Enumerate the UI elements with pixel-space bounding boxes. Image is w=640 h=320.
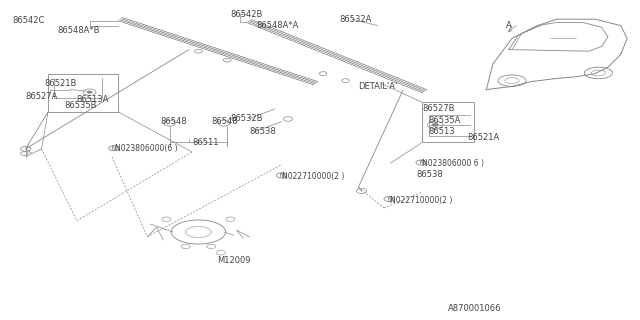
Circle shape	[87, 91, 92, 93]
Text: M12009: M12009	[218, 256, 251, 265]
Text: 86548: 86548	[160, 117, 187, 126]
Text: N: N	[419, 160, 423, 165]
Text: 86542C: 86542C	[12, 16, 45, 25]
Text: 86521B: 86521B	[45, 79, 77, 88]
Text: N: N	[280, 173, 284, 178]
Text: 86538: 86538	[416, 170, 443, 179]
Text: 86538: 86538	[250, 127, 276, 136]
Text: 86527A: 86527A	[26, 92, 58, 100]
Text: 86513: 86513	[429, 127, 456, 136]
Text: DETAIL'A': DETAIL'A'	[358, 82, 397, 91]
Text: N022710000(2 ): N022710000(2 )	[282, 172, 344, 180]
Bar	[48, 74, 118, 112]
Text: 86535B: 86535B	[64, 101, 97, 110]
Text: N: N	[387, 196, 391, 202]
Text: A870001066: A870001066	[448, 304, 502, 313]
Text: 86548: 86548	[211, 117, 238, 126]
Text: 86521A: 86521A	[467, 133, 499, 142]
Text: N023806000(6 ): N023806000(6 )	[115, 144, 178, 153]
Text: 86548A*B: 86548A*B	[58, 26, 100, 35]
Text: 86532B: 86532B	[230, 114, 263, 123]
Text: 86527B: 86527B	[422, 104, 455, 113]
Text: N022710000(2 ): N022710000(2 )	[390, 196, 452, 204]
Text: 86542B: 86542B	[230, 10, 263, 19]
Text: 86535A: 86535A	[429, 116, 461, 124]
Bar	[422, 102, 474, 142]
Text: 86548A*A: 86548A*A	[256, 21, 298, 30]
Text: 86532A: 86532A	[339, 15, 372, 24]
Text: 86511: 86511	[192, 138, 218, 147]
Text: N023806000 6 ): N023806000 6 )	[422, 159, 484, 168]
Text: N: N	[112, 146, 116, 151]
Text: A: A	[506, 21, 511, 30]
Text: 86513A: 86513A	[77, 95, 109, 104]
Circle shape	[432, 123, 438, 126]
